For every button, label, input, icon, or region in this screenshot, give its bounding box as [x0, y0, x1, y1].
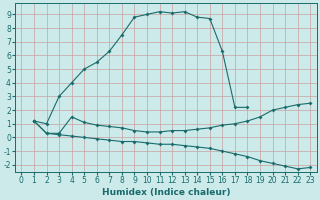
X-axis label: Humidex (Indice chaleur): Humidex (Indice chaleur): [101, 188, 230, 197]
